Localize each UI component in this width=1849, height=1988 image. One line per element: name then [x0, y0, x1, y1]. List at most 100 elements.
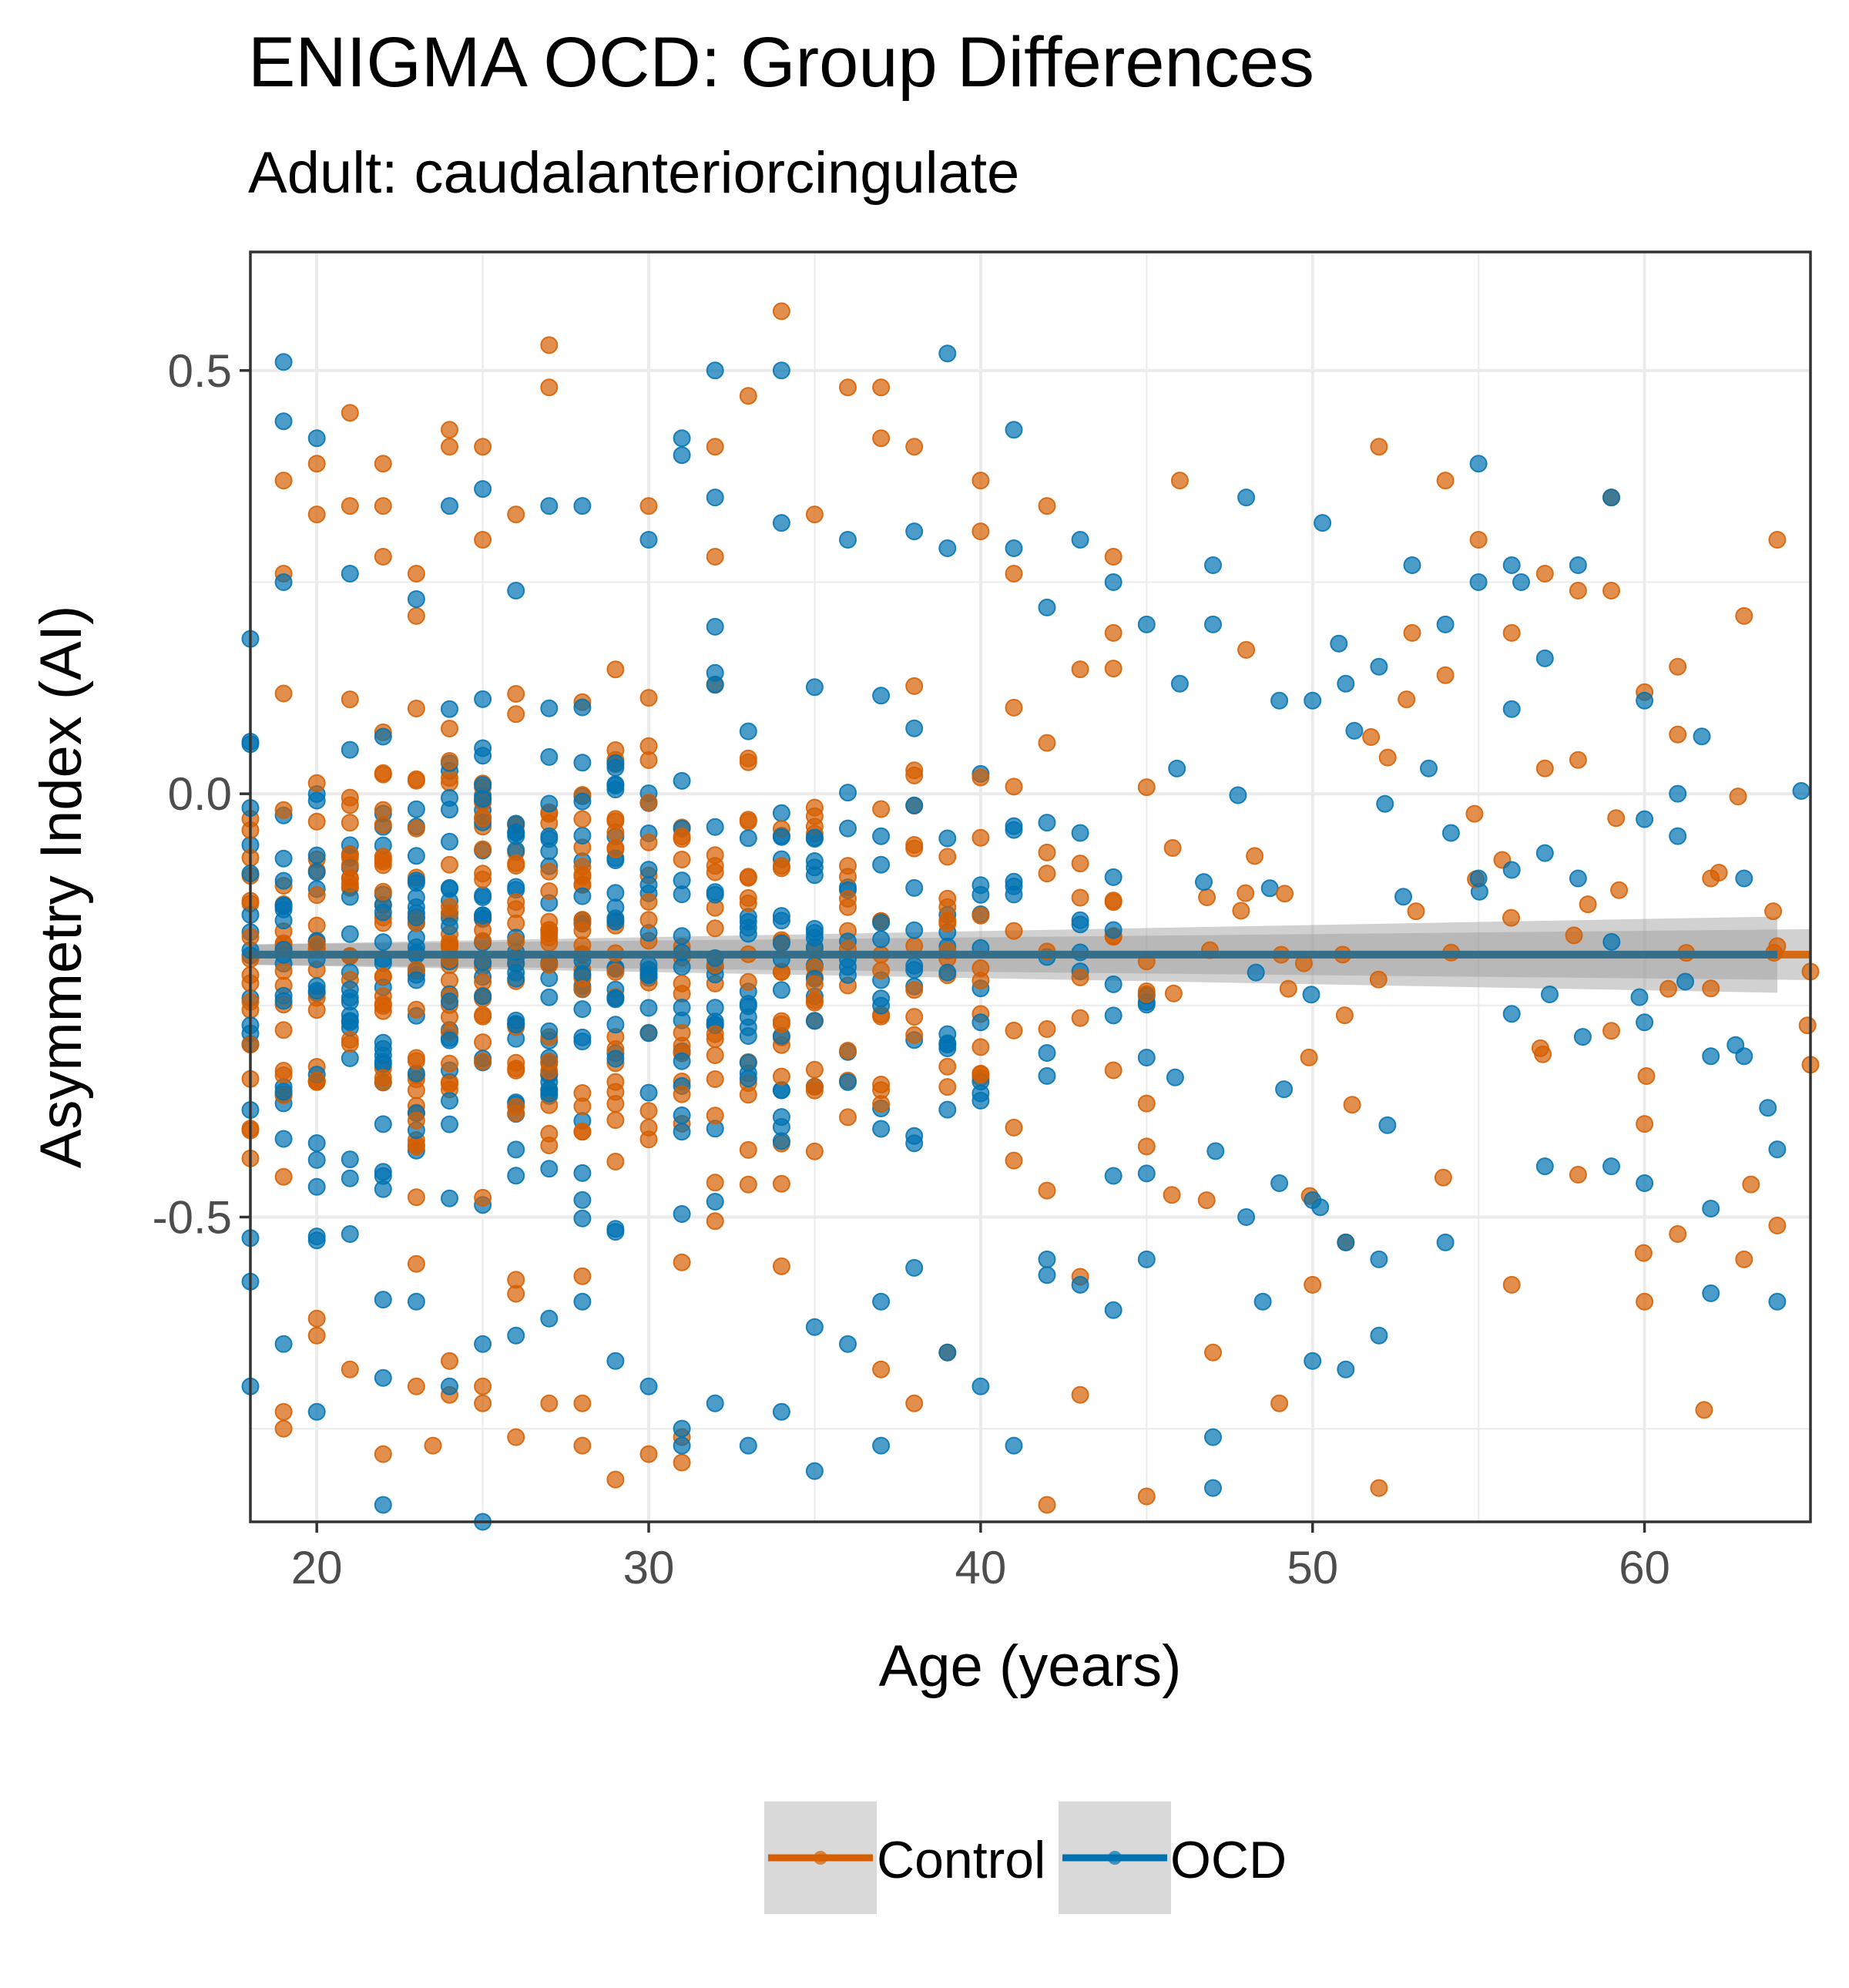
ocd-point [1168, 759, 1186, 777]
ocd-point [1636, 810, 1654, 828]
control-point [507, 1059, 525, 1078]
ocd-point [1302, 986, 1320, 1004]
control-point [805, 991, 824, 1009]
control-point [1137, 1487, 1156, 1506]
control-point [307, 1326, 326, 1345]
control-point [1768, 1217, 1787, 1234]
ocd-point [374, 1115, 392, 1133]
ocd-point [1337, 1233, 1355, 1251]
control-point [407, 1254, 425, 1273]
control-point [540, 378, 559, 397]
control-point [805, 1142, 824, 1160]
control-point [1502, 908, 1520, 927]
control-point [1370, 1479, 1388, 1497]
ocd-point [1535, 1157, 1554, 1176]
ocd-point [1104, 868, 1122, 886]
control-point [474, 870, 492, 888]
ocd-point [706, 999, 724, 1017]
control-point [1535, 565, 1554, 583]
ocd-point [374, 1368, 392, 1387]
control-point [307, 1071, 326, 1090]
ocd-point [673, 1205, 691, 1223]
ocd-point [307, 1177, 326, 1196]
control-point [540, 1053, 559, 1071]
ocd-point [606, 1016, 625, 1034]
ocd-point [1669, 827, 1687, 845]
ocd-point [639, 861, 658, 879]
ocd-point [1005, 821, 1023, 839]
control-point [1607, 809, 1626, 828]
control-point [341, 404, 359, 422]
ocd-point [1237, 1208, 1256, 1226]
ocd-point [639, 1083, 658, 1102]
ocd-point [872, 914, 891, 932]
ocd-point [407, 971, 425, 989]
control-point [805, 1060, 824, 1079]
control-point [1163, 839, 1182, 857]
ocd-point [772, 1118, 790, 1136]
control-point [739, 387, 757, 405]
control-point [1465, 804, 1484, 823]
control-point [374, 967, 392, 986]
control-point [1569, 1166, 1587, 1184]
control-point [474, 531, 492, 549]
control-point [1659, 979, 1677, 998]
control-point [938, 1078, 957, 1096]
ocd-point [1469, 869, 1488, 888]
ocd-point [639, 875, 658, 894]
scatter-points [241, 302, 1820, 1531]
control-point [1637, 1067, 1656, 1085]
x-axis-label: Age (years) [879, 1634, 1182, 1699]
ocd-point [673, 771, 691, 790]
control-point [540, 882, 559, 900]
ocd-point [1237, 489, 1256, 507]
control-point [1798, 1016, 1817, 1035]
ocd-point [407, 1292, 425, 1311]
control-point [872, 1081, 891, 1100]
ocd-point [1636, 691, 1654, 710]
ocd-point [1195, 873, 1213, 892]
ocd-point [839, 531, 857, 549]
ocd-point [739, 1053, 757, 1072]
control-point [673, 830, 691, 848]
control-point [540, 1394, 559, 1412]
control-point [739, 1140, 757, 1159]
control-point [1369, 970, 1388, 989]
control-point [639, 751, 658, 769]
control-point [772, 1067, 790, 1086]
control-point [474, 809, 492, 828]
control-point [441, 720, 458, 737]
ocd-point [872, 1436, 891, 1455]
control-point [507, 505, 525, 524]
ocd-point [1436, 615, 1455, 633]
control-point [872, 429, 891, 448]
ocd-point [407, 590, 425, 608]
ocd-point [772, 804, 790, 822]
control-point [606, 962, 625, 981]
control-point [374, 815, 392, 834]
ocd-point [540, 1160, 559, 1178]
ocd-point [1104, 975, 1122, 993]
control-point [424, 1436, 442, 1455]
control-point [1232, 902, 1250, 920]
ocd-point [1137, 1250, 1156, 1268]
control-point [274, 1167, 293, 1186]
control-point [441, 769, 458, 787]
ocd-point [441, 700, 458, 718]
ocd-point [573, 754, 592, 772]
control-point [441, 1008, 458, 1026]
control-point [573, 868, 592, 886]
ocd-point [872, 827, 891, 845]
ocd-point [374, 903, 392, 922]
control-point [540, 955, 559, 974]
control-point [639, 689, 658, 707]
ocd-point [839, 965, 857, 984]
control-point [673, 974, 691, 992]
ocd-point [274, 1130, 293, 1148]
ocd-point [374, 727, 392, 746]
control-point [1137, 778, 1156, 797]
x-axis: 20 30 40 50 60 [291, 1522, 1670, 1593]
ocd-point [772, 514, 790, 532]
ocd-point [307, 791, 326, 810]
ocd-point [673, 1436, 691, 1455]
